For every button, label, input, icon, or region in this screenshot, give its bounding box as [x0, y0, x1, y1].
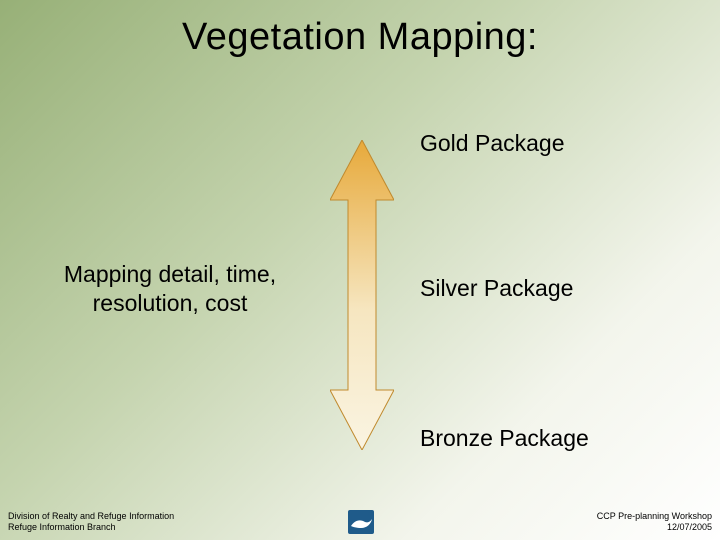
footer-left-line1: Division of Realty and Refuge Informatio…	[8, 511, 174, 521]
footer-right-line1: CCP Pre-planning Workshop	[597, 511, 712, 521]
footer: Division of Realty and Refuge Informatio…	[0, 504, 720, 534]
footer-left: Division of Realty and Refuge Informatio…	[8, 511, 174, 532]
package-bronze-label: Bronze Package	[420, 425, 589, 452]
package-gold-label: Gold Package	[420, 130, 564, 157]
footer-right: CCP Pre-planning Workshop 12/07/2005	[597, 511, 712, 532]
footer-right-line2: 12/07/2005	[597, 522, 712, 532]
slide-title: Vegetation Mapping:	[0, 0, 720, 59]
double-arrow	[330, 140, 394, 450]
package-silver-label: Silver Package	[420, 275, 573, 302]
axis-label: Mapping detail, time, resolution, cost	[40, 260, 300, 318]
content-area: Mapping detail, time, resolution, cost G…	[0, 110, 720, 490]
footer-left-line2: Refuge Information Branch	[8, 522, 174, 532]
footer-logo-icon	[348, 510, 374, 534]
